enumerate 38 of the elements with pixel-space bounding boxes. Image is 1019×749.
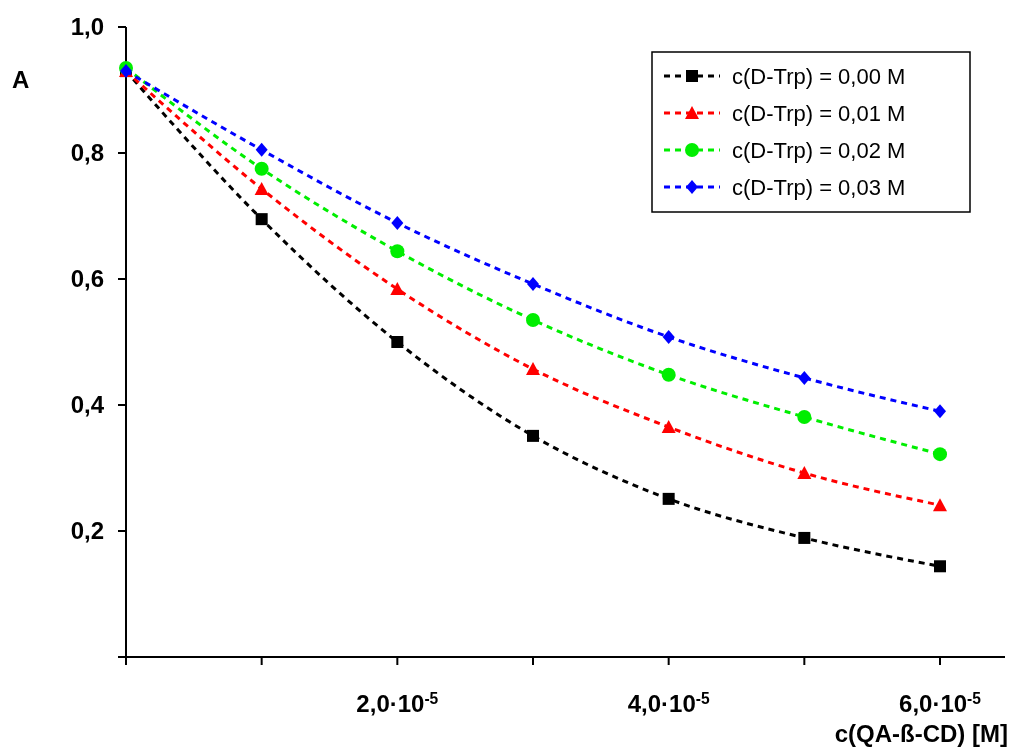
point	[933, 447, 947, 462]
y-tick-label: 0,6	[70, 265, 104, 293]
point	[527, 277, 539, 292]
x-tick-label: 6,0·10$^{-5}$	[899, 689, 982, 717]
point	[934, 404, 946, 419]
point	[255, 213, 268, 226]
x-axis-title: c(QA-ß-CD) [M]	[834, 720, 1008, 747]
x-tick-label: 4,0·10$^{-5}$	[627, 689, 710, 717]
point	[254, 161, 269, 176]
point	[797, 466, 812, 480]
point	[933, 498, 947, 512]
point	[934, 560, 946, 573]
legend-label: c(D-Trp) = 0,02 M	[732, 137, 906, 163]
point	[390, 282, 405, 296]
y-axis-title: A	[12, 66, 30, 93]
point	[390, 244, 405, 259]
point	[798, 370, 811, 385]
legend-label: c(D-Trp) = 0,00 M	[732, 63, 906, 89]
point	[661, 420, 676, 434]
y-tick-label: 0,8	[70, 139, 104, 167]
point	[391, 336, 404, 348]
point	[527, 429, 539, 442]
legend-label: c(D-Trp) = 0,01 M	[732, 100, 906, 126]
point	[662, 492, 675, 505]
point	[391, 215, 404, 230]
point	[797, 409, 812, 424]
point	[255, 142, 268, 157]
x-tick-label: 2,0·10$^{-5}$	[356, 689, 439, 717]
y-tick-label: 0,2	[70, 517, 104, 545]
y-tick-label: 1,0	[70, 13, 104, 41]
point	[798, 531, 811, 544]
legend-label: c(D-Trp) = 0,03 M	[732, 174, 906, 200]
point	[526, 362, 540, 376]
point	[662, 329, 675, 344]
point	[526, 312, 540, 327]
point	[254, 181, 269, 195]
point	[661, 367, 676, 382]
y-tick-label: 0,4	[70, 391, 105, 419]
